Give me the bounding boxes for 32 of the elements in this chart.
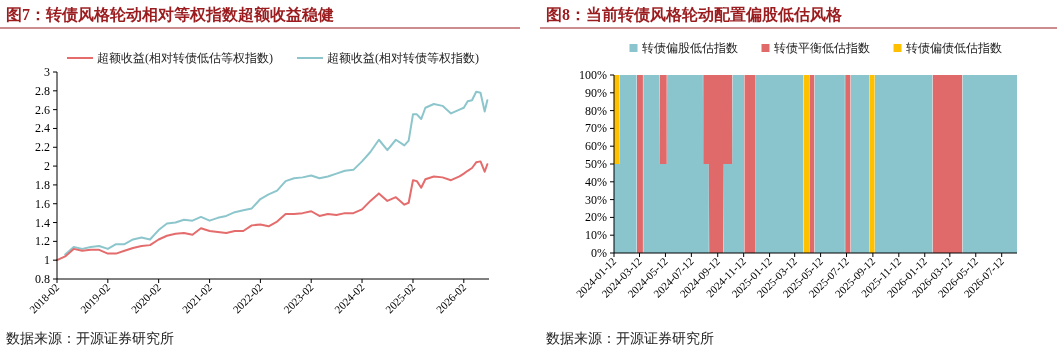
- y-tick-label: 2.2: [35, 140, 50, 155]
- chart-title: 图7：转债风格轮动相对等权指数超额收益稳健: [6, 6, 334, 23]
- y-tick-label: 2.4: [35, 121, 50, 136]
- y-tick-label: 100%: [579, 68, 607, 82]
- y-tick-label: 60%: [585, 139, 607, 154]
- y-tick-label: 80%: [585, 103, 607, 118]
- y-tick-label: 1.4: [35, 215, 50, 230]
- y-tick-label: 2.8: [35, 83, 50, 98]
- y-tick-label: 10%: [585, 228, 607, 243]
- y-tick-label: 1: [44, 253, 50, 268]
- y-tick-label: 30%: [585, 192, 607, 207]
- y-tick-label: 40%: [585, 174, 607, 189]
- legend-label: 转债偏债低估指数: [905, 41, 1002, 55]
- y-tick-label: 3: [44, 65, 50, 79]
- y-tick-label: 0%: [591, 246, 607, 260]
- source-note: 数据来源：开源证券研究所: [546, 331, 714, 346]
- chart-title: 图8：当前转债风格轮动配置偏股低估风格: [546, 6, 843, 23]
- y-tick-label: 2.6: [35, 102, 50, 117]
- y-tick-label: 2: [44, 159, 50, 174]
- y-tick-label: 20%: [585, 210, 607, 225]
- y-tick-label: 1.8: [35, 177, 50, 192]
- y-tick-label: 1.2: [35, 234, 50, 249]
- legend-label: 超额收益(相对转债等权指数): [327, 51, 479, 65]
- legend-label: 转债偏股低估指数: [641, 41, 738, 55]
- y-tick-label: 90%: [585, 85, 607, 100]
- y-tick-label: 0.8: [35, 272, 50, 286]
- source-note: 数据来源：开源证券研究所: [6, 331, 174, 346]
- y-tick-label: 50%: [585, 157, 607, 171]
- y-tick-label: 70%: [585, 121, 607, 136]
- legend-label: 超额收益(相对转债低估等权指数): [97, 51, 273, 65]
- legend-label: 转债平衡低估指数: [773, 41, 870, 55]
- y-tick-label: 1.6: [35, 196, 50, 211]
